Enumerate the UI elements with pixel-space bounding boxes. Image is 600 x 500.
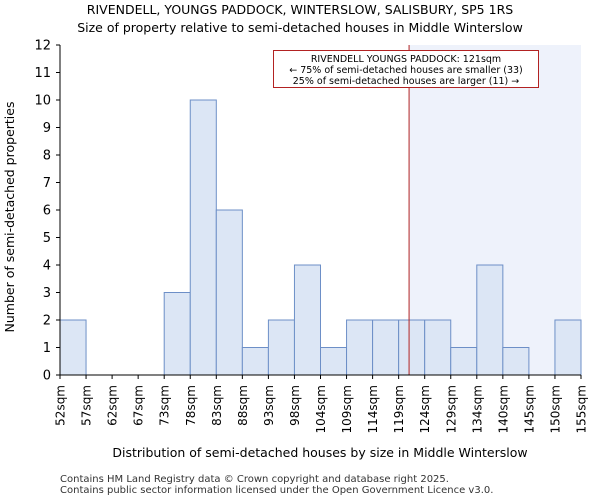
y-tick-label: 6 — [43, 204, 51, 219]
y-tick-label: 3 — [43, 286, 51, 301]
x-tick-label: 52sqm — [54, 385, 68, 426]
x-tick-label: 145sqm — [522, 385, 536, 433]
bar-83sqm — [215, 209, 243, 376]
y-tick-label: 4 — [43, 259, 51, 274]
y-tick-label: 12 — [34, 39, 51, 54]
x-axis-label: Distribution of semi-detached houses by … — [112, 445, 527, 460]
footer-line-2: Contains public sector information licen… — [60, 485, 494, 496]
y-tick-label: 9 — [43, 121, 51, 136]
x-tick-label: 114sqm — [366, 385, 380, 433]
y-axis-label: Number of semi-detached properties — [2, 102, 17, 333]
y-tick-label: 10 — [34, 94, 51, 109]
x-tick-label: 109sqm — [340, 385, 354, 433]
x-tick-label: 67sqm — [132, 385, 146, 426]
y-tick-label: 5 — [43, 231, 51, 246]
chart-subtitle: Size of property relative to semi-detach… — [77, 20, 523, 35]
property-annotation: RIVENDELL YOUNGS PADDOCK: 121sqm ← 75% o… — [273, 50, 539, 88]
x-tick-label: 140sqm — [496, 385, 510, 433]
y-tick-label: 1 — [43, 341, 51, 356]
x-tick-label: 98sqm — [288, 385, 302, 426]
x-tick-label: 155sqm — [575, 385, 589, 433]
x-tick-label: 57sqm — [80, 385, 94, 426]
bar-98sqm — [293, 264, 322, 376]
chart-title: RIVENDELL, YOUNGS PADDOCK, WINTERSLOW, S… — [86, 2, 514, 17]
x-tick-label: 119sqm — [392, 385, 406, 433]
bar-150sqm — [554, 319, 582, 376]
x-tick-label: 124sqm — [418, 385, 432, 433]
bar-104sqm — [320, 347, 348, 376]
bar-109sqm — [346, 319, 374, 376]
bar-73sqm — [163, 292, 191, 376]
x-tick-label: 78sqm — [184, 385, 198, 426]
bar-52sqm — [59, 319, 87, 376]
annotation-line-1: RIVENDELL YOUNGS PADDOCK: 121sqm — [310, 54, 502, 65]
x-tick-label: 73sqm — [158, 385, 172, 426]
y-tick-label: 2 — [43, 314, 51, 329]
x-tick-label: 88sqm — [236, 385, 250, 426]
annotation-line-2: ← 75% of semi-detached houses are smalle… — [289, 65, 523, 76]
footer-line-1: Contains HM Land Registry data © Crown c… — [60, 474, 449, 485]
x-tick-label: 83sqm — [210, 385, 224, 426]
y-tick-label: 11 — [34, 66, 51, 81]
bar-124sqm — [424, 319, 452, 376]
bar-140sqm — [502, 347, 530, 376]
y-tick-label: 0 — [43, 369, 51, 384]
bar-114sqm — [372, 319, 400, 376]
bar-134sqm — [476, 264, 504, 376]
y-tick-label: 7 — [43, 176, 51, 191]
x-tick-label: 150sqm — [548, 385, 562, 433]
x-tick-label: 104sqm — [314, 385, 328, 433]
x-tick-label: 129sqm — [444, 385, 458, 433]
bar-93sqm — [267, 319, 295, 376]
y-tick-label: 8 — [43, 149, 51, 164]
x-tick-label: 93sqm — [262, 385, 276, 426]
bar-129sqm — [450, 347, 478, 376]
x-tick-label: 62sqm — [106, 385, 120, 426]
bar-88sqm — [241, 347, 269, 376]
bar-78sqm — [189, 99, 217, 376]
annotation-line-3: 25% of semi-detached houses are larger (… — [292, 76, 520, 87]
x-tick-label: 134sqm — [470, 385, 484, 433]
bar-119sqm — [398, 319, 426, 376]
